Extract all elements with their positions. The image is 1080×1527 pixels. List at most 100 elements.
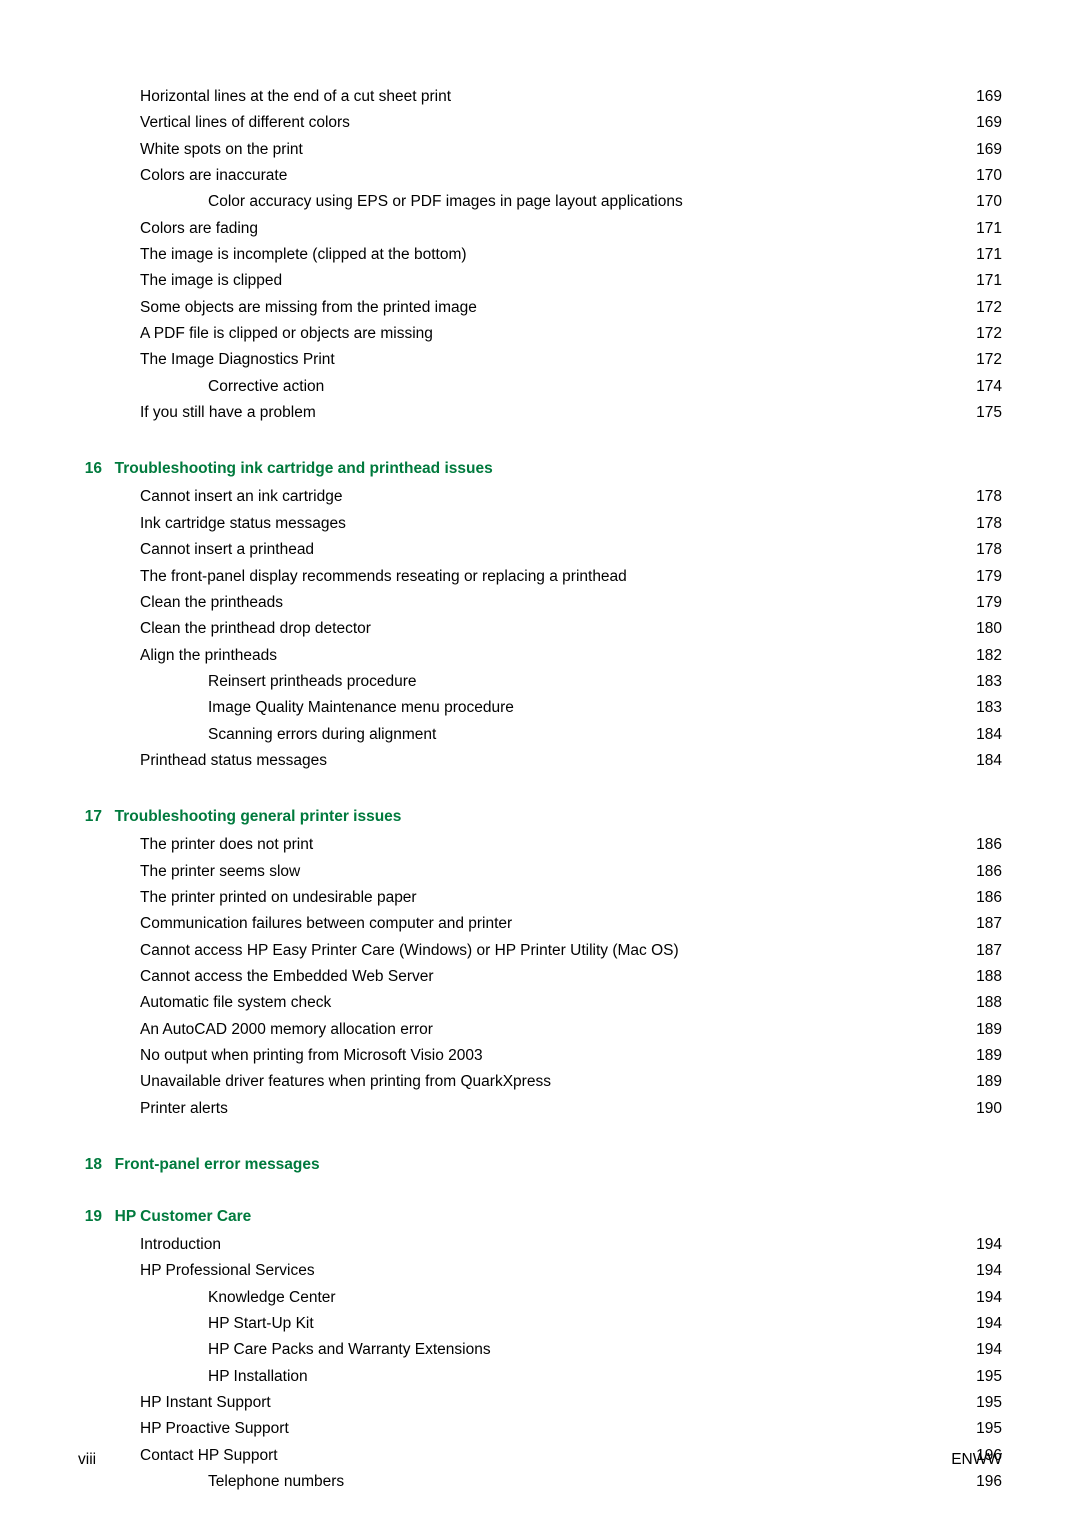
toc-entry[interactable]: Horizontal lines at the end of a cut she… — [78, 84, 1002, 110]
chapter-number: 17 — [78, 808, 102, 826]
toc-entry[interactable]: HP Professional Services 194 — [78, 1258, 1002, 1284]
chapter-title: HP Customer Care — [115, 1208, 252, 1225]
toc-entry[interactable]: The printer does not print 186 — [78, 832, 1002, 858]
toc-entry[interactable]: Telephone numbers 196 — [78, 1469, 1002, 1495]
toc-entry-text: Corrective action — [208, 374, 324, 400]
toc-entry-page: 169 — [974, 84, 1002, 110]
toc-entry-text: HP Professional Services — [140, 1258, 315, 1284]
toc-entry[interactable]: White spots on the print 169 — [78, 137, 1002, 163]
toc-entry[interactable]: Unavailable driver features when printin… — [78, 1069, 1002, 1095]
toc-entry[interactable]: Clean the printhead drop detector 180 — [78, 616, 1002, 642]
toc-entry[interactable]: Cannot insert an ink cartridge 178 — [78, 484, 1002, 510]
section-heading: 17 Troubleshooting general printer issue… — [78, 808, 1002, 826]
toc-entry-page: 183 — [974, 695, 1002, 721]
toc-entry-text: Colors are fading — [140, 216, 258, 242]
toc-entry-page: 186 — [974, 885, 1002, 911]
toc-entry[interactable]: HP Proactive Support 195 — [78, 1416, 1002, 1442]
toc-entry-page: 172 — [974, 347, 1002, 373]
toc-entry-text: A PDF file is clipped or objects are mis… — [140, 321, 433, 347]
toc-entry-page: 171 — [974, 216, 1002, 242]
toc-entry-page: 183 — [974, 669, 1002, 695]
toc-entry[interactable]: Printer alerts 190 — [78, 1096, 1002, 1122]
toc-entry-text: Some objects are missing from the printe… — [140, 295, 477, 321]
toc-entry-page: 170 — [974, 163, 1002, 189]
page-footer: viii ENWW — [78, 1451, 1002, 1469]
toc-entry[interactable]: HP Care Packs and Warranty Extensions 19… — [78, 1337, 1002, 1363]
toc-entry-page: 179 — [974, 564, 1002, 590]
toc-entry-page: 182 — [974, 643, 1002, 669]
toc-entry-text: Colors are inaccurate — [140, 163, 287, 189]
toc-page: Horizontal lines at the end of a cut she… — [0, 0, 1080, 1527]
toc-entry-page: 194 — [974, 1337, 1002, 1363]
toc-entry[interactable]: A PDF file is clipped or objects are mis… — [78, 321, 1002, 347]
toc-entry[interactable]: Image Quality Maintenance menu procedure… — [78, 695, 1002, 721]
toc-entry[interactable]: Align the printheads 182 — [78, 643, 1002, 669]
chapter-title: Front-panel error messages — [115, 1156, 320, 1173]
toc-entry-page: 171 — [974, 242, 1002, 268]
toc-entry-text: The front-panel display recommends resea… — [140, 564, 627, 590]
toc-entry-page: 188 — [974, 990, 1002, 1016]
toc-entry[interactable]: If you still have a problem 175 — [78, 400, 1002, 426]
toc-entry[interactable]: The image is clipped 171 — [78, 268, 1002, 294]
toc-entry[interactable]: Colors are fading 171 — [78, 216, 1002, 242]
toc-entry[interactable]: HP Installation 195 — [78, 1364, 1002, 1390]
toc-entry[interactable]: Introduction 194 — [78, 1232, 1002, 1258]
toc-entry[interactable]: The printer printed on undesirable paper… — [78, 885, 1002, 911]
toc-entry[interactable]: The printer seems slow 186 — [78, 859, 1002, 885]
toc-entry[interactable]: No output when printing from Microsoft V… — [78, 1043, 1002, 1069]
toc-entry[interactable]: The front-panel display recommends resea… — [78, 564, 1002, 590]
toc-entry[interactable]: Vertical lines of different colors 169 — [78, 110, 1002, 136]
toc-entry-text: If you still have a problem — [140, 400, 316, 426]
toc-entry-page: 194 — [974, 1285, 1002, 1311]
toc-entry-text: An AutoCAD 2000 memory allocation error — [140, 1017, 433, 1043]
toc-entry[interactable]: Color accuracy using EPS or PDF images i… — [78, 189, 1002, 215]
toc-entry-page: 186 — [974, 832, 1002, 858]
toc-entry[interactable]: Cannot access the Embedded Web Server 18… — [78, 964, 1002, 990]
toc-entry-page: 180 — [974, 616, 1002, 642]
toc-entry-text: Align the printheads — [140, 643, 277, 669]
toc-section: 18 Front-panel error messages — [78, 1156, 1002, 1174]
toc-entry[interactable]: Communication failures between computer … — [78, 911, 1002, 937]
toc-entry[interactable]: An AutoCAD 2000 memory allocation error … — [78, 1017, 1002, 1043]
toc-entry[interactable]: Reinsert printheads procedure 183 — [78, 669, 1002, 695]
toc-entry[interactable]: Printhead status messages 184 — [78, 748, 1002, 774]
toc-entry-text: Reinsert printheads procedure — [208, 669, 417, 695]
section-heading: 16 Troubleshooting ink cartridge and pri… — [78, 460, 1002, 478]
toc-entry-page: 175 — [974, 400, 1002, 426]
toc-entry-text: Cannot access HP Easy Printer Care (Wind… — [140, 938, 679, 964]
toc-entry-page: 195 — [974, 1416, 1002, 1442]
toc-entry[interactable]: Ink cartridge status messages 178 — [78, 511, 1002, 537]
toc-entry-page: 172 — [974, 321, 1002, 347]
toc-entry-text: The image is clipped — [140, 268, 282, 294]
toc-entry[interactable]: Cannot insert a printhead 178 — [78, 537, 1002, 563]
toc-entry-page: 188 — [974, 964, 1002, 990]
toc-entry-page: 194 — [974, 1258, 1002, 1284]
toc-entry-page: 195 — [974, 1390, 1002, 1416]
toc-entry-text: Cannot access the Embedded Web Server — [140, 964, 434, 990]
toc-entry-text: Printer alerts — [140, 1096, 228, 1122]
toc-entry[interactable]: Clean the printheads 179 — [78, 590, 1002, 616]
chapter-title: Troubleshooting ink cartridge and printh… — [115, 460, 493, 477]
toc-entry-text: Cannot insert an ink cartridge — [140, 484, 342, 510]
toc-entry-page: 184 — [974, 722, 1002, 748]
toc-entry[interactable]: Colors are inaccurate 170 — [78, 163, 1002, 189]
toc-entry-page: 194 — [974, 1232, 1002, 1258]
toc-container: Horizontal lines at the end of a cut she… — [78, 84, 1002, 1495]
toc-entry-page: 190 — [974, 1096, 1002, 1122]
toc-entry[interactable]: Knowledge Center 194 — [78, 1285, 1002, 1311]
toc-entry-page: 170 — [974, 189, 1002, 215]
toc-entry[interactable]: HP Start-Up Kit 194 — [78, 1311, 1002, 1337]
toc-entry[interactable]: The Image Diagnostics Print 172 — [78, 347, 1002, 373]
toc-entry[interactable]: Cannot access HP Easy Printer Care (Wind… — [78, 938, 1002, 964]
toc-entry[interactable]: Scanning errors during alignment 184 — [78, 722, 1002, 748]
toc-entry[interactable]: Corrective action 174 — [78, 374, 1002, 400]
toc-entry[interactable]: The image is incomplete (clipped at the … — [78, 242, 1002, 268]
toc-entry-page: 171 — [974, 268, 1002, 294]
toc-entry[interactable]: Some objects are missing from the printe… — [78, 295, 1002, 321]
toc-entry[interactable]: Automatic file system check 188 — [78, 990, 1002, 1016]
toc-entry-page: 196 — [974, 1469, 1002, 1495]
toc-entry-text: Knowledge Center — [208, 1285, 336, 1311]
toc-entry-text: The image is incomplete (clipped at the … — [140, 242, 467, 268]
toc-entry[interactable]: HP Instant Support 195 — [78, 1390, 1002, 1416]
toc-entry-page: 169 — [974, 137, 1002, 163]
